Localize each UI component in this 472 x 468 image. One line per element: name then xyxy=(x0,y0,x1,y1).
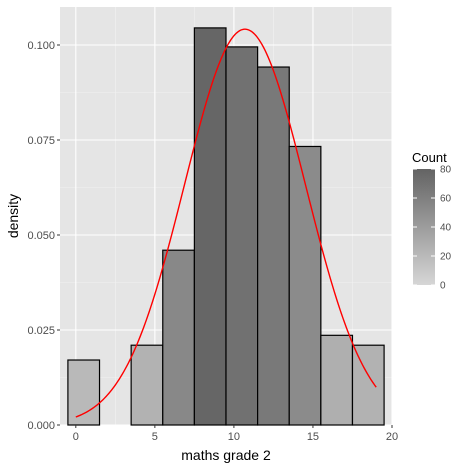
y-tick-label: 0.050 xyxy=(27,230,55,242)
histogram-bar-2 xyxy=(130,344,164,426)
legend-break-label: 20 xyxy=(440,252,452,263)
x-tick-label: 5 xyxy=(152,431,158,443)
histogram-bar-9 xyxy=(351,344,385,426)
histogram-bar-3 xyxy=(162,249,195,426)
y-axis: 0.000 0.025 0.050 0.075 0.100 xyxy=(27,40,60,432)
legend-break-label: 0 xyxy=(440,281,446,292)
legend-title: Count xyxy=(412,150,447,165)
legend-break-label: 60 xyxy=(440,194,452,205)
count-legend: Count 0 20 40 60 80 xyxy=(412,150,452,292)
histogram-bar-4 xyxy=(193,27,227,426)
x-axis-title: maths grade 2 xyxy=(181,447,271,463)
histogram-bar-5 xyxy=(225,46,259,426)
histogram-bar-7 xyxy=(288,145,322,426)
legend-break-label: 40 xyxy=(440,223,452,234)
y-tick-label: 0.100 xyxy=(27,40,55,52)
x-tick-label: 15 xyxy=(307,431,319,443)
y-tick-label: 0.025 xyxy=(27,325,55,337)
y-tick-label: 0.000 xyxy=(27,420,55,432)
histogram-bar-6 xyxy=(257,66,290,426)
y-tick-label: 0.075 xyxy=(27,135,55,147)
legend-colorbar xyxy=(413,169,435,285)
histogram-bar-0 xyxy=(67,359,101,426)
x-axis: 0 5 10 15 20 xyxy=(73,425,398,443)
histogram-bar-8 xyxy=(320,334,354,426)
density-curve-layer xyxy=(75,28,377,418)
x-tick-label: 10 xyxy=(228,431,240,443)
y-axis-title: density xyxy=(5,194,21,238)
x-tick-label: 20 xyxy=(386,431,398,443)
density-curve xyxy=(75,28,377,418)
legend-break-label: 80 xyxy=(440,165,452,176)
legend-ticks: 0 20 40 60 80 xyxy=(413,165,452,292)
x-tick-label: 0 xyxy=(73,431,79,443)
